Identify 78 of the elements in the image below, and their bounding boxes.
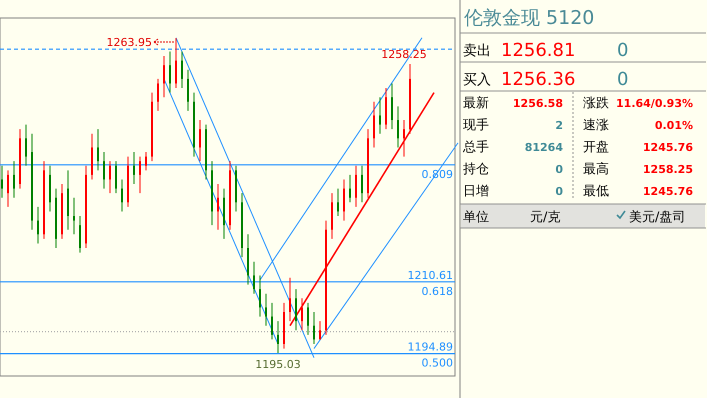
candlestick xyxy=(157,78,159,112)
candlestick xyxy=(199,120,201,162)
ref-line-label: 1210.61 xyxy=(408,268,453,282)
text: 持仓 xyxy=(463,162,489,177)
candlestick xyxy=(397,106,399,148)
candlestick xyxy=(217,184,219,230)
candlestick xyxy=(181,50,183,89)
text: 1258.25 xyxy=(642,163,693,176)
candlestick xyxy=(79,216,81,254)
candlestick xyxy=(307,302,309,336)
ref-line-label: 1194.89 xyxy=(408,340,453,354)
candlestick xyxy=(253,261,255,294)
candlestick xyxy=(259,274,261,318)
candlestick xyxy=(403,120,405,158)
text: 0 xyxy=(617,40,628,61)
candlestick xyxy=(337,188,339,217)
text: 速涨 xyxy=(583,118,609,133)
candlestick xyxy=(73,197,75,235)
text: 伦敦金现 5120 xyxy=(464,7,594,29)
text: 最高 xyxy=(583,161,609,177)
text: 总手 xyxy=(462,140,489,155)
text: 最低 xyxy=(583,184,609,199)
candlestick xyxy=(277,320,279,354)
text: 1245.76 xyxy=(642,185,694,198)
candlestick xyxy=(103,152,105,190)
candlestick xyxy=(139,156,141,194)
text: 11.64/0.93% xyxy=(616,97,693,110)
candlestick xyxy=(379,96,381,134)
candlestick xyxy=(97,128,99,171)
text: 1256.81 xyxy=(501,40,576,61)
candlestick xyxy=(163,56,165,98)
text: 最新 xyxy=(463,96,489,111)
candlestick xyxy=(349,174,351,203)
candlestick xyxy=(175,38,177,89)
text: 买入 xyxy=(463,72,491,88)
candlestick xyxy=(1,165,3,198)
text: 2 xyxy=(555,119,563,132)
text: 现手 xyxy=(463,118,489,133)
candlestick xyxy=(295,288,297,331)
candlestick xyxy=(319,320,321,340)
text: 81264 xyxy=(524,141,564,154)
text: 1256.58 xyxy=(512,97,563,110)
annotation: 0.618 xyxy=(422,284,453,298)
text: 单位 xyxy=(463,210,489,225)
candlestick xyxy=(391,82,393,130)
candlestick xyxy=(115,160,117,194)
candlestick xyxy=(187,69,189,112)
text: 0.500 xyxy=(422,356,453,370)
candlestick xyxy=(313,312,315,344)
text: 元/克 xyxy=(530,210,560,225)
text: 1245.76 xyxy=(642,141,694,154)
candlestick xyxy=(361,165,363,203)
candlestick xyxy=(373,101,375,148)
text: 0.01% xyxy=(654,119,693,132)
candlestick xyxy=(13,160,15,198)
annotation: 1263.95 xyxy=(106,36,152,49)
candlestick xyxy=(265,293,267,326)
candlestick xyxy=(343,178,345,222)
candlestick xyxy=(121,178,123,212)
candlestick xyxy=(169,50,171,94)
text: 卖出 xyxy=(463,43,491,59)
text: 1256.36 xyxy=(501,69,576,90)
candlestick xyxy=(355,165,357,208)
text: 日增 xyxy=(463,184,489,199)
candlestick xyxy=(37,206,39,244)
text: 0 xyxy=(555,163,564,176)
candlestick xyxy=(7,170,9,208)
text: 1195.03 xyxy=(255,358,301,371)
candlestick xyxy=(271,302,273,340)
text: 开盘 xyxy=(583,140,609,155)
candlestick xyxy=(133,152,135,185)
candlestick xyxy=(145,152,147,171)
candlestick xyxy=(25,124,27,166)
text: 0 xyxy=(555,185,564,198)
text: 0 xyxy=(617,69,628,90)
text: 美元/盘司 xyxy=(629,209,686,225)
text: 涨跌 xyxy=(583,96,609,111)
candlestick xyxy=(109,160,111,194)
